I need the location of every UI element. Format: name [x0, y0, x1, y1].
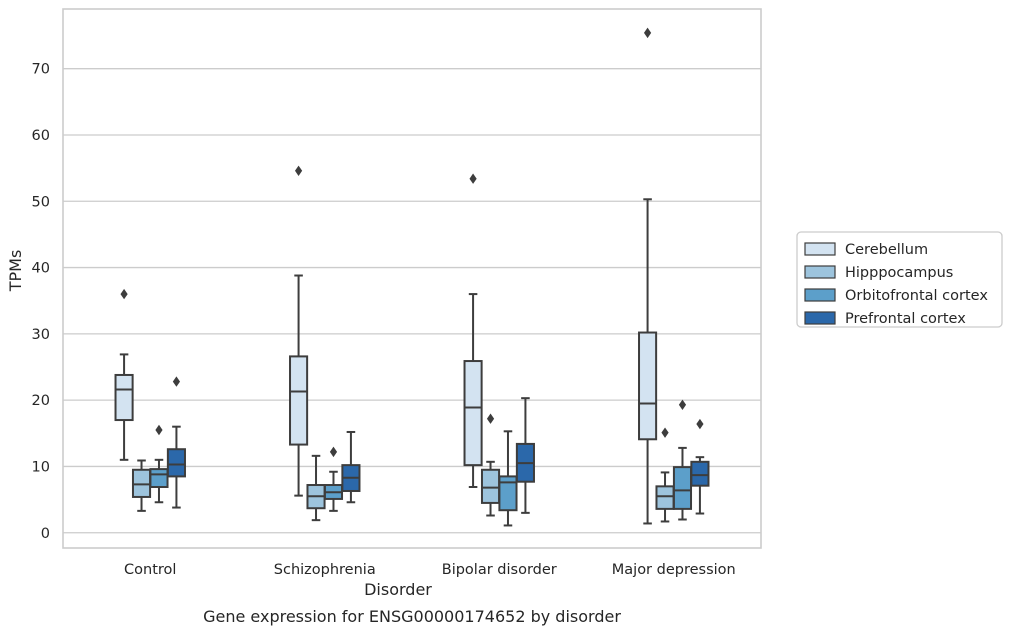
- y-tick-label: 60: [32, 128, 50, 144]
- iqr-box: [655, 485, 675, 510]
- box-orbitofrontal-cortex: [498, 430, 518, 527]
- legend-label: Prefrontal cortex: [845, 311, 966, 327]
- box-hipppocampus: [131, 459, 152, 512]
- iqr-box: [149, 468, 169, 489]
- plot-area-frame: [62, 8, 762, 549]
- x-tick-label: Control: [124, 562, 176, 578]
- legend-frame: [796, 231, 1003, 328]
- iqr-box: [690, 460, 710, 487]
- outlier-point: [469, 173, 477, 184]
- outlier-point: [661, 427, 669, 438]
- y-tick-label: 0: [41, 526, 50, 542]
- legend-swatch: [804, 288, 836, 302]
- legend-label: Hipppocampus: [845, 265, 953, 281]
- iqr-box: [289, 355, 309, 446]
- y-tick-label: 30: [32, 327, 50, 343]
- box-orbitofrontal-cortex: [323, 446, 344, 512]
- outlier-point: [678, 399, 687, 410]
- x-axis-ticks: Control Schizophrenia Bipolar disorder Majo…: [124, 562, 736, 578]
- y-tick-label: 10: [32, 459, 50, 475]
- chart-caption: Gene expression for ENSG00000174652 by d…: [203, 607, 621, 626]
- legend-item: Cerebellum: [804, 242, 928, 258]
- iqr-box: [638, 331, 658, 441]
- legend: Cerebellum Hipppocampus Orbitofrontal cort…: [796, 231, 1003, 328]
- box-cerebellum: [638, 27, 658, 525]
- box-prefrontal-cortex: [341, 430, 361, 504]
- outlier-point: [155, 424, 163, 436]
- box-hipppocampus: [655, 427, 675, 523]
- y-tick-label: 40: [32, 261, 50, 277]
- x-tick-label: Major depression: [612, 562, 736, 578]
- legend-swatch: [804, 311, 836, 325]
- legend-swatch: [804, 265, 836, 279]
- legend-swatch: [804, 242, 836, 256]
- outlier-point: [172, 376, 181, 387]
- box-orbitofrontal-cortex: [672, 399, 693, 521]
- y-tick-label: 50: [32, 194, 50, 210]
- legend-item: Orbitofrontal cortex: [804, 288, 988, 304]
- box-prefrontal-cortex: [690, 418, 710, 515]
- iqr-box: [114, 373, 134, 422]
- iqr-box: [166, 448, 186, 478]
- legend-label: Orbitofrontal cortex: [845, 288, 988, 304]
- x-tick-label: Bipolar disorder: [442, 562, 557, 578]
- box-orbitofrontal-cortex: [149, 424, 169, 504]
- box-prefrontal-cortex: [166, 376, 186, 509]
- box-prefrontal-cortex: [515, 397, 535, 514]
- outlier-point: [643, 27, 652, 39]
- outlier-point: [329, 446, 338, 458]
- box-plot-series: [114, 27, 710, 527]
- x-tick-label: Schizophrenia: [274, 562, 376, 578]
- box-hipppocampus: [480, 413, 501, 517]
- y-tick-label: 70: [32, 62, 50, 78]
- box-hipppocampus: [306, 454, 326, 522]
- iqr-box: [463, 360, 483, 467]
- x-axis-label: Disorder: [364, 580, 432, 599]
- box-cerebellum: [289, 165, 309, 497]
- y-tick-label: 20: [32, 393, 50, 409]
- iqr-box: [498, 475, 518, 512]
- outlier-point: [486, 413, 495, 424]
- legend-item: Prefrontal cortex: [804, 311, 966, 327]
- legend-item: Hipppocampus: [804, 265, 953, 281]
- y-axis-ticks: 0 10 20 30 40 50 60 70: [32, 62, 50, 542]
- iqr-box: [672, 466, 693, 510]
- legend-label: Cerebellum: [845, 242, 928, 258]
- outlier-point: [696, 418, 704, 430]
- box-cerebellum: [463, 173, 483, 489]
- outlier-point: [120, 288, 128, 300]
- outlier-point: [294, 165, 303, 176]
- y-axis-label: TPMs: [6, 250, 25, 293]
- iqr-box: [480, 468, 501, 504]
- box-cerebellum: [114, 288, 134, 461]
